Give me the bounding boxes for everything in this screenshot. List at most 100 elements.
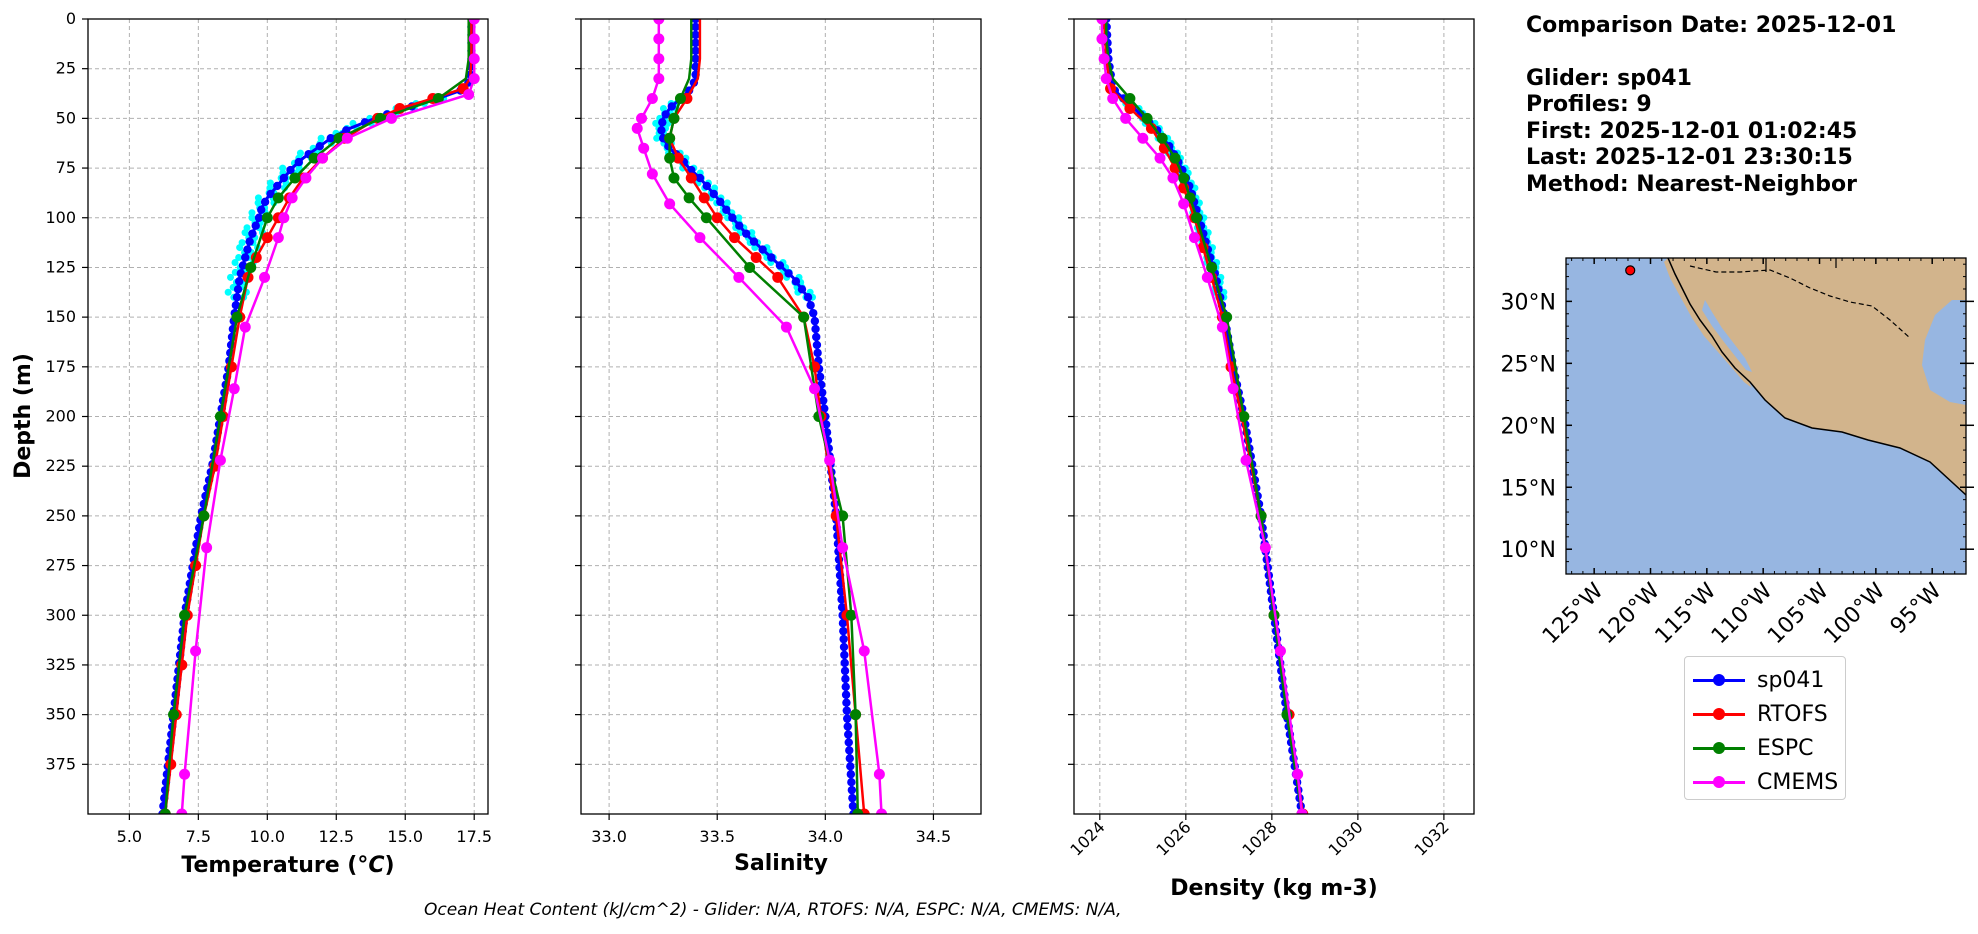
map-border-usa-canada-region [1765, 258, 1837, 272]
sp041-raw-point [241, 229, 249, 237]
map-tick-marks [1566, 258, 1974, 575]
cmems-point [780, 321, 792, 333]
cmems-point [1120, 112, 1132, 124]
rtofs-point [261, 232, 273, 244]
espc-point [432, 93, 444, 104]
sp041-point [691, 19, 700, 24]
sp041-point [812, 340, 822, 350]
cmems-point [1100, 73, 1112, 85]
cmems-point [278, 212, 290, 224]
salinity-x-ticks: 33.0 33.5 34.0 34.5 [591, 814, 951, 846]
sp041-point [257, 205, 266, 214]
first-profile-time: First: 2025-12-01 01:02:45 [1526, 118, 1858, 144]
cmems-point [1201, 271, 1213, 283]
temperature-x-ticks: 5.0 7.5 10.0 12.5 15.0 17.5 [117, 814, 492, 846]
legend-swatch [1693, 670, 1745, 690]
x-tick-label: 17.5 [456, 827, 492, 846]
y-tick-label: 300 [45, 605, 76, 624]
sp041-point [812, 332, 821, 342]
y-tick-label: 175 [45, 357, 76, 376]
ocean-heat-content-footer: Ocean Heat Content (kJ/cm^2) - Glider: N… [424, 900, 1122, 920]
sp041-point [273, 181, 282, 191]
espc-point [668, 112, 680, 124]
legend-item-cmems: CMEMS [1693, 767, 1838, 797]
cmems-point [646, 93, 658, 104]
density-panel: 1024 1026 1028 1030 1032 Density (kg m-3) [1066, 18, 1475, 901]
salinity-panel: 33.0 33.5 34.0 34.5 Salinity [575, 18, 982, 876]
cmems-point [1178, 198, 1190, 210]
density-y-tick-marks [1068, 18, 1074, 765]
glider-position-marker [1625, 265, 1636, 276]
espc-series [159, 19, 470, 814]
cmems-point [646, 168, 658, 180]
y-tick-label: 50 [56, 108, 76, 127]
cmems-point [1259, 542, 1271, 554]
sp041-point [842, 698, 851, 707]
sp041-point [847, 785, 857, 795]
sp041-point [848, 801, 858, 811]
map-lon-label: 105°W [1763, 578, 1834, 649]
sp041-point [326, 134, 335, 143]
sp041-series [158, 19, 476, 814]
map-coastline [1667, 258, 1966, 496]
cmems-point [272, 232, 284, 244]
x-tick-label: 1026 [1152, 817, 1194, 859]
sp041-point [231, 301, 241, 310]
cmems-point [694, 232, 706, 244]
y-tick-label: 375 [45, 754, 76, 773]
espc-point [1206, 261, 1218, 273]
sp041-point [815, 372, 825, 381]
rtofs-point [729, 232, 741, 244]
espc-point [798, 311, 810, 323]
sp041-point [841, 674, 850, 684]
cmems-point [1167, 172, 1179, 184]
sp041-point [784, 269, 793, 278]
sp041-point [695, 173, 705, 183]
sp041-point [286, 165, 295, 175]
espc-series [664, 19, 864, 814]
sp041-point [266, 189, 275, 199]
x-tick-label: 33.0 [591, 827, 627, 846]
sp041-point [840, 666, 850, 676]
x-tick-label: 34.5 [916, 827, 952, 846]
espc-point [1191, 212, 1203, 224]
cmems-point [385, 112, 397, 124]
map-lat-label: 15°N [1501, 476, 1556, 501]
sp041-point [844, 730, 853, 739]
sp041-point [687, 165, 696, 175]
legend-item-sp041: sp041 [1693, 665, 1824, 695]
espc-point [261, 212, 273, 224]
x-tick-label: 7.5 [186, 827, 211, 846]
espc-point [1124, 93, 1136, 104]
x-tick-label: 10.0 [249, 827, 285, 846]
sp041-point [837, 603, 847, 612]
espc-point [683, 192, 695, 204]
y-tick-label: 200 [45, 407, 76, 426]
y-tick-label: 275 [45, 556, 76, 575]
sp041-point [251, 221, 260, 230]
cmems-point [664, 198, 676, 210]
sp041-point [241, 253, 250, 262]
x-tick-label: 33.5 [699, 827, 735, 846]
sp041-point [232, 293, 242, 302]
sp041-point [811, 324, 820, 334]
sp041-point [758, 245, 767, 254]
sp041-raw-point [227, 273, 235, 281]
sp041-point [839, 634, 848, 644]
depth-y-label: Depth (m) [11, 353, 36, 479]
sp041-point [843, 722, 852, 731]
espc-point [272, 192, 284, 204]
cmems-point [653, 19, 665, 25]
map-gulf-of-california [1702, 300, 1752, 372]
espc-point [231, 311, 243, 323]
y-tick-label: 0 [66, 9, 76, 28]
sp041-point [691, 46, 700, 55]
map-lon-label: 125°W [1538, 578, 1609, 649]
sp041-point [845, 754, 854, 763]
legend-swatch [1693, 772, 1745, 792]
espc-point [1141, 112, 1153, 124]
cmems-point [653, 33, 665, 45]
map-lat-label: 30°N [1501, 290, 1556, 315]
cmems-point [873, 768, 885, 780]
